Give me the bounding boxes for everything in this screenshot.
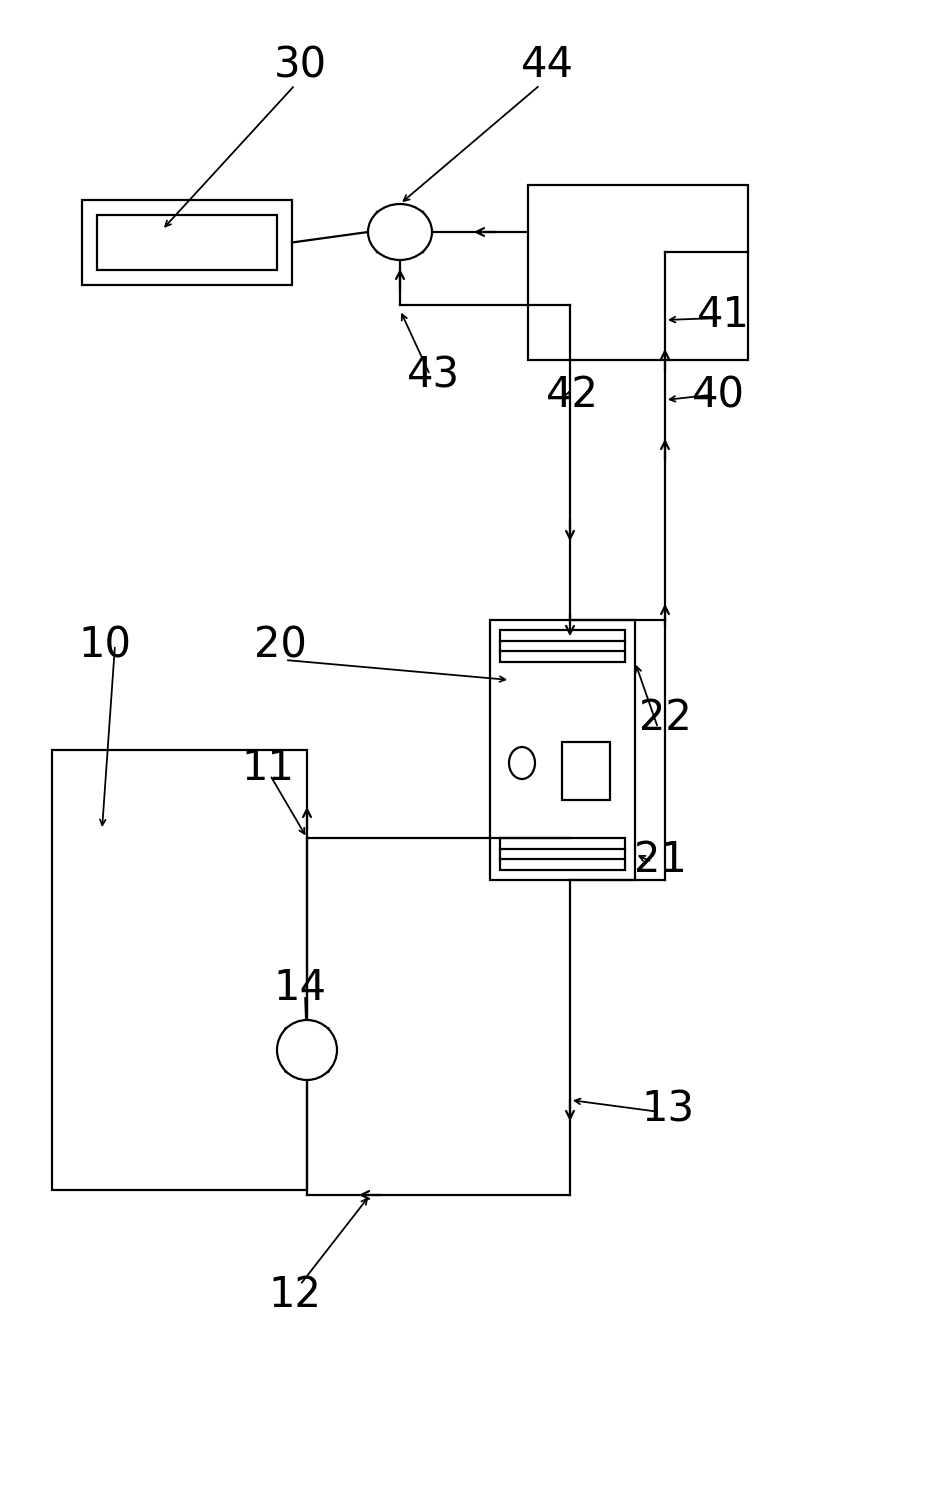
- Bar: [562, 743, 610, 801]
- Text: 40: 40: [691, 373, 744, 417]
- Text: 21: 21: [634, 839, 687, 881]
- Bar: [500, 629, 625, 662]
- Text: 20: 20: [253, 623, 306, 667]
- Bar: [52, 750, 307, 1190]
- Bar: [82, 199, 292, 286]
- Bar: [490, 620, 635, 879]
- Ellipse shape: [368, 204, 432, 260]
- Text: 11: 11: [241, 747, 295, 789]
- Text: 13: 13: [642, 1089, 694, 1131]
- Text: 30: 30: [273, 45, 327, 86]
- Text: 41: 41: [696, 295, 750, 336]
- Text: 22: 22: [639, 696, 691, 740]
- Text: 43: 43: [406, 354, 460, 396]
- Text: 12: 12: [268, 1274, 321, 1315]
- Bar: [97, 214, 277, 269]
- Text: 42: 42: [545, 373, 598, 417]
- Bar: [500, 838, 625, 870]
- Text: 14: 14: [273, 967, 327, 1009]
- Text: 10: 10: [78, 623, 132, 667]
- Ellipse shape: [509, 747, 535, 780]
- Bar: [528, 185, 748, 360]
- Text: 44: 44: [521, 45, 574, 86]
- Circle shape: [277, 1019, 337, 1080]
